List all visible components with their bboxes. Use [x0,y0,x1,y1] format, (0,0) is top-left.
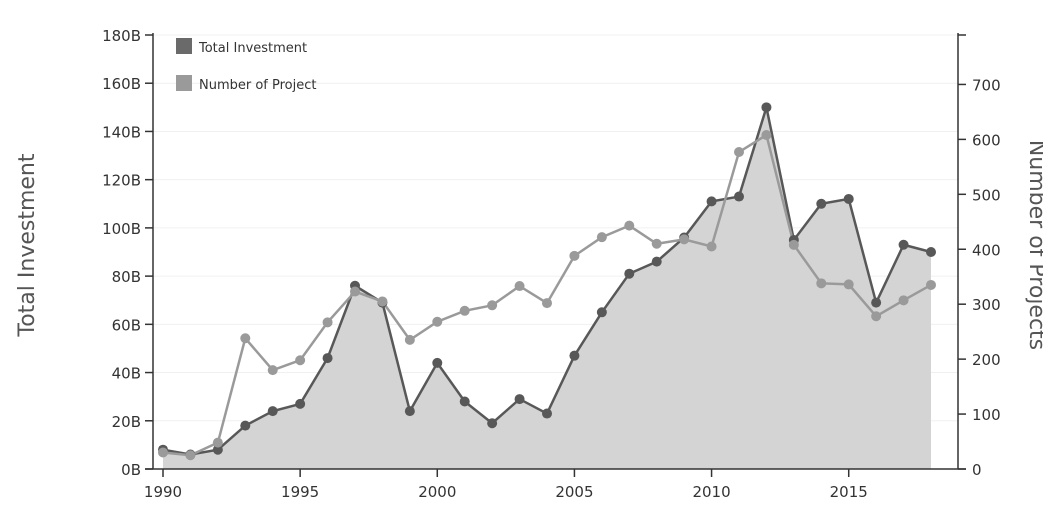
x-tick-label: 2005 [555,483,593,501]
point-number-of-project [322,317,333,328]
y-left-tick-label: 80B [112,268,141,286]
point-number-of-project [788,239,799,250]
point-total-investment [926,247,936,257]
point-number-of-project [816,278,827,289]
axes: 0B 20B 40B 60B 80B 100B 120B 140B 160B 180B 0 100 20… [102,27,1001,501]
point-total-investment [322,353,333,364]
y-left-tick-label: 20B [112,413,141,431]
point-total-investment [240,420,251,431]
point-total-investment [871,297,882,308]
point-total-investment [734,191,744,202]
point-number-of-project [926,279,936,290]
legend-swatch-total-investment [176,38,192,54]
x-tick-label: 2010 [692,483,730,501]
point-number-of-project [240,333,251,344]
point-number-of-project [158,447,168,458]
point-number-of-project [898,295,909,306]
y-right-tick-label: 700 [972,76,1001,94]
point-total-investment [404,406,415,417]
point-total-investment [706,196,717,207]
x-tick-label: 1995 [281,483,319,501]
legend: Total Investment Number of Project [176,38,317,93]
point-total-investment [432,357,443,368]
point-total-investment [487,418,498,429]
point-total-investment [295,398,306,409]
y-axis-right-label: Number of Projects [1024,140,1043,350]
y-left-tick-label: 180B [102,27,141,45]
point-number-of-project [404,334,415,345]
point-number-of-project [569,250,580,261]
point-number-of-project [761,129,772,140]
point-total-investment [542,408,552,419]
y-axis-left-label: Total Investment [15,153,40,337]
point-number-of-project [871,311,882,322]
point-number-of-project [734,147,744,158]
point-total-investment [761,102,772,113]
point-total-investment [898,239,909,250]
point-number-of-project [377,296,388,307]
y-right-tick-label: 400 [972,241,1001,259]
point-total-investment [267,406,278,417]
x-tick-label: 2015 [830,483,868,501]
y-left-tick-label: 120B [102,172,141,190]
point-total-investment [212,444,223,455]
point-number-of-project [295,355,306,366]
legend-label-number-of-project: Number of Project [199,78,317,93]
point-number-of-project [624,220,635,231]
point-total-investment [569,350,580,361]
point-number-of-project [185,450,196,461]
point-total-investment [651,256,662,267]
point-number-of-project [212,437,223,448]
y-right-tick-label: 300 [972,296,1001,314]
point-total-investment [843,193,854,204]
y-right-tick-label: 200 [972,351,1001,369]
point-number-of-project [843,279,854,290]
point-number-of-project [596,232,607,243]
y-right-tick-label: 100 [972,406,1001,424]
point-number-of-project [267,365,278,376]
point-number-of-project [706,241,717,252]
legend-swatch-number-of-project [176,75,192,91]
point-total-investment [514,394,525,405]
y-left-tick-label: 60B [112,316,141,334]
y-right-tick-label: 0 [972,461,982,479]
point-number-of-project [432,316,443,327]
legend-label-total-investment: Total Investment [198,41,307,56]
y-left-tick-label: 100B [102,220,141,238]
point-number-of-project [679,234,690,245]
x-tick-label: 2000 [418,483,456,501]
point-number-of-project [459,305,470,316]
point-total-investment [596,307,607,318]
x-tick-label: 1990 [144,483,182,501]
point-total-investment [459,396,470,407]
y-left-tick-label: 40B [112,365,141,383]
y-right-tick-label: 600 [972,131,1001,149]
y-left-tick-label: 0B [121,461,141,479]
y-right-tick-label: 500 [972,186,1001,204]
point-number-of-project [514,281,525,292]
point-number-of-project [651,238,662,249]
y-left-tick-label: 160B [102,75,141,93]
point-number-of-project [487,300,498,311]
line-layer [158,102,936,461]
point-number-of-project [542,298,552,309]
gridlines [153,34,958,422]
y-left-tick-label: 140B [102,123,141,141]
point-total-investment [624,268,635,279]
point-total-investment [816,198,827,209]
point-number-of-project [350,286,360,297]
